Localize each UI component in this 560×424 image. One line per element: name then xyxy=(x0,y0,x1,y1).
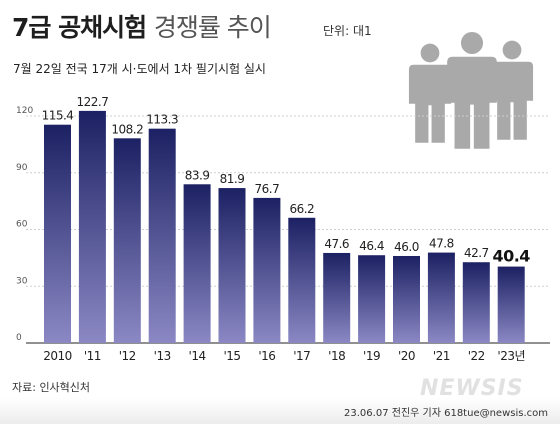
y-tick-label: 120 xyxy=(16,106,33,116)
bar xyxy=(427,252,455,343)
data-label: 108.2 xyxy=(111,122,143,136)
watermark-logo: NEWSIS xyxy=(420,376,524,401)
data-label: 113.3 xyxy=(146,113,178,127)
y-tick-label: 60 xyxy=(16,220,28,230)
bar xyxy=(358,255,386,343)
data-label: 81.9 xyxy=(220,172,245,186)
source-note: 자료: 인사혁신처 xyxy=(12,381,91,394)
y-tick-label: 90 xyxy=(16,163,28,173)
bar xyxy=(183,184,211,343)
x-tick-label: '13 xyxy=(154,349,171,363)
bar xyxy=(148,128,176,343)
x-tick-label: '16 xyxy=(258,349,275,363)
person-body xyxy=(490,61,534,140)
person-body xyxy=(447,56,497,149)
grid: 0 30 60 90 120 xyxy=(16,106,550,344)
bar xyxy=(78,110,106,343)
data-label: 83.9 xyxy=(185,168,210,182)
data-label: 40.4 xyxy=(492,247,530,266)
subtitle: 7월 22일 전국 17개 시·도에서 1차 필기시험 실시 xyxy=(13,62,266,76)
data-label: 47.8 xyxy=(429,237,454,251)
bar xyxy=(462,262,490,343)
x-tick-label: '14 xyxy=(189,349,206,363)
credit-line: 23.06.07 전진우 기자 618tue@newsis.com xyxy=(344,408,548,419)
page-title: 7급 공채시험 경쟁률 추이 xyxy=(12,8,272,44)
data-label: 122.7 xyxy=(76,95,108,109)
bar xyxy=(218,188,246,343)
x-tick-label: '21 xyxy=(433,349,450,363)
y-tick-label: 30 xyxy=(16,276,28,286)
person-head xyxy=(460,31,484,55)
data-label: 42.7 xyxy=(464,246,489,260)
bar xyxy=(393,255,420,343)
data-label: 46.4 xyxy=(359,239,384,253)
bar xyxy=(323,252,351,343)
data-label: 66.2 xyxy=(289,202,314,216)
bar xyxy=(113,138,141,343)
bar xyxy=(288,217,316,343)
x-axis: 2010 '11 '12 '13 '14 '15 '16 '17 '18 '19 '20 '21 '22… xyxy=(43,349,525,363)
people-group-icon xyxy=(408,31,534,149)
person-body xyxy=(408,64,452,143)
x-tick-label: '23년 xyxy=(497,349,525,363)
x-tick-label: 2010 xyxy=(43,349,72,363)
x-tick-label: '12 xyxy=(119,349,136,363)
x-tick-label: '17 xyxy=(293,349,310,363)
bar xyxy=(253,197,281,343)
footer-band xyxy=(0,398,560,424)
data-label: 76.7 xyxy=(255,182,280,196)
data-label: 46.0 xyxy=(394,240,419,254)
data-label: 115.4 xyxy=(42,109,74,123)
x-tick-label: '20 xyxy=(398,349,415,363)
x-tick-label: '19 xyxy=(363,349,380,363)
person-head xyxy=(420,43,440,63)
title-bold: 7급 공채시험 xyxy=(12,13,147,42)
bar xyxy=(44,124,71,344)
unit-label: 단위: 대1 xyxy=(323,24,372,38)
y-tick-label: 0 xyxy=(16,333,22,343)
title-light: 경쟁률 추이 xyxy=(153,13,272,42)
x-tick-label: '18 xyxy=(328,349,345,363)
bars xyxy=(44,110,525,344)
x-tick-label: '11 xyxy=(84,349,101,363)
person-head xyxy=(502,40,522,60)
x-tick-label: '15 xyxy=(223,349,240,363)
x-tick-label: '22 xyxy=(468,349,485,363)
data-label: 47.6 xyxy=(324,237,349,251)
bar xyxy=(497,266,525,343)
